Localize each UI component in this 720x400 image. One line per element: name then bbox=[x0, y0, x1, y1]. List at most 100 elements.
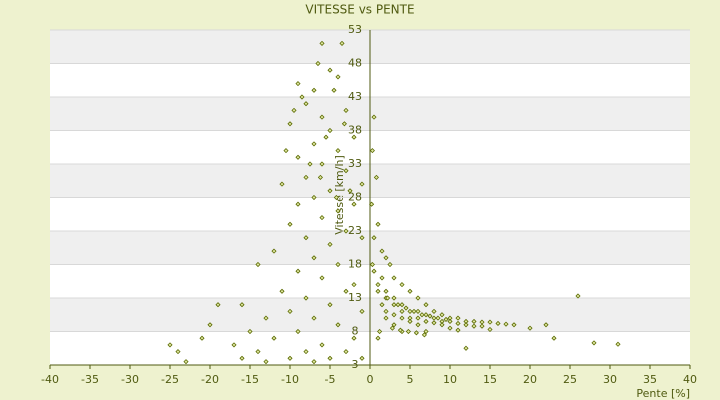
scatter-point bbox=[279, 181, 285, 187]
scatter-point bbox=[359, 308, 365, 314]
scatter-point bbox=[327, 67, 333, 73]
y-tick-label: 18 bbox=[348, 258, 362, 271]
scatter-point bbox=[369, 261, 375, 268]
scatter-point bbox=[463, 345, 469, 351]
scatter-point bbox=[379, 302, 385, 308]
scatter-point bbox=[347, 188, 353, 194]
scatter-point bbox=[443, 316, 449, 323]
scatter-point bbox=[397, 327, 403, 333]
scatter-point bbox=[303, 174, 309, 180]
scatter-point bbox=[283, 148, 289, 154]
scatter-point bbox=[435, 315, 441, 321]
scatter-point bbox=[615, 341, 621, 347]
scatter-point bbox=[423, 312, 429, 318]
scatter-point bbox=[575, 293, 581, 299]
scatter-point bbox=[207, 322, 213, 328]
chart-title: VITESSE vs PENTE bbox=[305, 3, 414, 17]
scatter-point bbox=[183, 359, 189, 365]
scatter-point bbox=[375, 335, 381, 341]
scatter-point bbox=[327, 127, 333, 134]
scatter-point bbox=[375, 288, 381, 294]
scatter-point bbox=[331, 87, 337, 93]
scatter-point bbox=[391, 322, 397, 328]
scatter-point bbox=[311, 194, 317, 201]
scatter-point bbox=[359, 355, 365, 361]
scatter-point bbox=[341, 121, 347, 127]
x-tick-label: -15 bbox=[241, 373, 259, 386]
y-tick-label: 43 bbox=[348, 90, 362, 103]
x-tick-label: -10 bbox=[281, 373, 299, 386]
scatter-point bbox=[199, 335, 205, 341]
scatter-point bbox=[303, 101, 309, 107]
scatter-point bbox=[391, 302, 397, 308]
scatter-point bbox=[383, 308, 389, 314]
x-axis-title: Pente [%] bbox=[636, 387, 690, 400]
scatter-point bbox=[405, 328, 411, 335]
y-tick-label: 48 bbox=[348, 57, 362, 70]
scatter-point bbox=[431, 320, 437, 326]
scatter-point bbox=[335, 74, 341, 80]
scatter-point bbox=[303, 295, 309, 301]
scatter-point bbox=[311, 255, 317, 261]
scatter-point bbox=[447, 318, 453, 325]
x-tick-label: 15 bbox=[483, 373, 497, 386]
scatter-point bbox=[319, 275, 325, 281]
scatter-point bbox=[371, 235, 377, 241]
y-tick-label: 13 bbox=[348, 291, 362, 304]
x-tick-label: 10 bbox=[443, 373, 457, 386]
scatter-point bbox=[383, 255, 389, 261]
scatter-point bbox=[371, 114, 377, 120]
scatter-point bbox=[427, 313, 433, 319]
y-tick-label: 33 bbox=[348, 157, 362, 170]
x-tick-label: 35 bbox=[643, 373, 657, 386]
scatter-point bbox=[295, 81, 301, 87]
scatter-point bbox=[327, 355, 333, 361]
scatter-point bbox=[343, 107, 349, 113]
scatter-point bbox=[407, 308, 413, 314]
scatter-point bbox=[389, 325, 395, 331]
scatter-point bbox=[383, 288, 389, 294]
scatter-point bbox=[327, 188, 333, 194]
x-tick-label: -25 bbox=[161, 373, 179, 386]
scatter-point bbox=[407, 288, 413, 294]
scatter-point bbox=[423, 318, 429, 325]
scatter-point bbox=[399, 308, 405, 314]
scatter-point bbox=[335, 208, 341, 214]
x-tick-label: -30 bbox=[121, 373, 139, 386]
scatter-point bbox=[375, 282, 381, 288]
scatter-point bbox=[395, 302, 401, 308]
y-tick-label: 8 bbox=[352, 325, 359, 338]
scatter-point bbox=[263, 315, 269, 321]
scatter-point bbox=[335, 148, 341, 154]
y-tick-label: 53 bbox=[348, 23, 362, 36]
scatter-point bbox=[287, 121, 293, 127]
scatter-point bbox=[351, 282, 357, 288]
scatter-point bbox=[359, 181, 365, 187]
scatter-point bbox=[391, 312, 397, 318]
scatter-point bbox=[271, 248, 277, 254]
scatter-point bbox=[339, 40, 345, 46]
scatter-point bbox=[343, 349, 349, 355]
scatter-point bbox=[271, 335, 277, 341]
scatter-point bbox=[487, 319, 493, 325]
x-tick-label: 20 bbox=[523, 373, 537, 386]
scatter-point bbox=[487, 326, 493, 333]
scatter-point bbox=[511, 322, 517, 328]
scatter-point bbox=[343, 228, 349, 234]
scatter-point bbox=[303, 349, 309, 355]
scatter-point bbox=[385, 295, 391, 301]
scatter-point bbox=[379, 248, 385, 254]
scatter-point bbox=[383, 315, 389, 321]
y-tick-label: 28 bbox=[348, 191, 362, 204]
scatter-point bbox=[319, 114, 325, 120]
scatter-point bbox=[419, 312, 425, 318]
scatter-point bbox=[407, 318, 413, 325]
scatter-point bbox=[415, 322, 421, 328]
x-tick-label: 40 bbox=[683, 373, 697, 386]
scatter-point bbox=[379, 275, 385, 281]
scatter-point bbox=[311, 315, 317, 321]
scatter-point bbox=[323, 134, 329, 140]
scatter-point bbox=[255, 261, 261, 268]
scatter-point bbox=[351, 201, 357, 207]
